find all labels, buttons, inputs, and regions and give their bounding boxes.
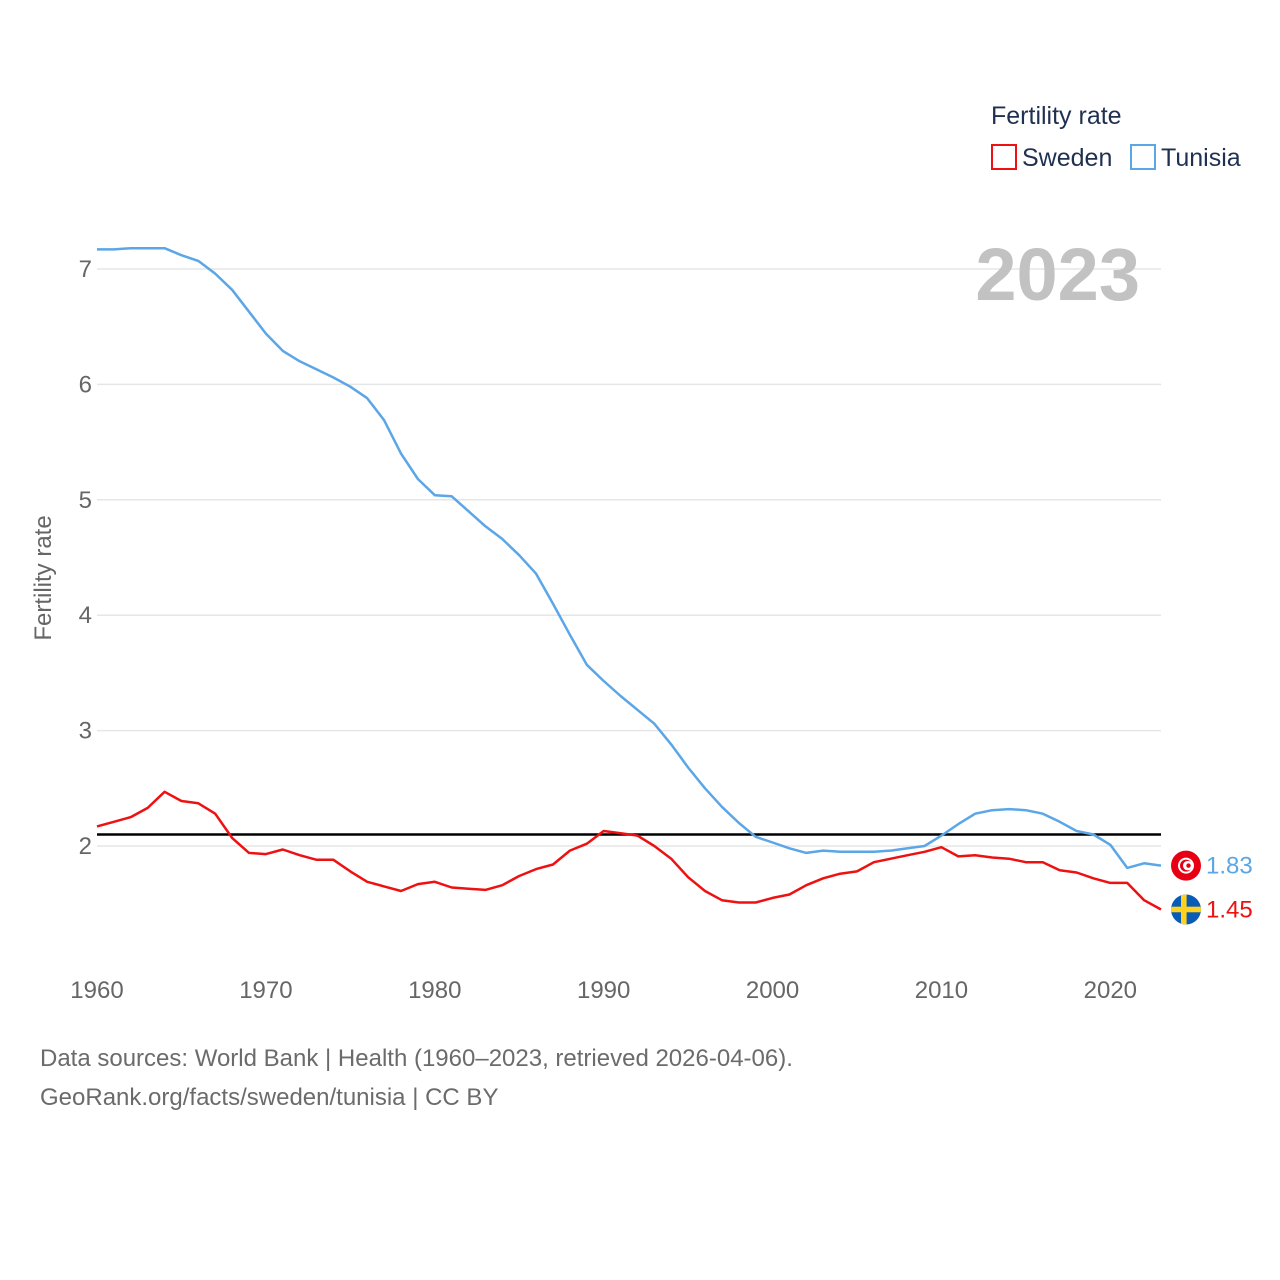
legend-title: Fertility rate <box>991 102 1122 130</box>
credit-link[interactable]: GeoRank.org/facts/sweden/tunisia | CC BY <box>40 1084 499 1111</box>
legend-swatch-tunisia <box>1130 144 1156 170</box>
year-display: 2023 <box>975 233 1140 316</box>
series-line-tunisia[interactable] <box>97 246 1162 870</box>
series-line-sweden[interactable] <box>96 790 1162 911</box>
y-tick-label: 5 <box>79 487 92 514</box>
legend-swatch-sweden <box>991 144 1017 170</box>
y-axis-ticks: 2 3 4 5 6 7 <box>79 256 92 860</box>
data-sources-text: Data sources: World Bank | Health (1960–… <box>40 1045 793 1072</box>
grid-lines <box>97 268 1161 847</box>
x-tick-label: 1980 <box>408 977 461 1004</box>
legend-label-sweden: Sweden <box>1022 144 1112 172</box>
y-tick-label: 4 <box>79 602 92 629</box>
x-tick-label: 1990 <box>577 977 630 1004</box>
x-tick-label: 2000 <box>746 977 799 1004</box>
x-axis-ticks: 1960 1970 1980 1990 2000 2010 2020 <box>70 977 1137 1004</box>
x-tick-label: 1970 <box>239 977 292 1004</box>
legend-label-tunisia: Tunisia <box>1161 144 1241 172</box>
tunisia-flag-icon <box>1171 850 1201 881</box>
legend: Fertility rate Sweden Tunisia <box>991 102 1241 172</box>
y-axis-title: Fertility rate <box>30 515 57 640</box>
legend-item-tunisia[interactable]: Tunisia <box>1130 144 1241 172</box>
sweden-end-value: 1.45 <box>1206 896 1253 923</box>
y-tick-label: 6 <box>79 371 92 398</box>
y-tick-label: 3 <box>79 718 92 745</box>
sweden-flag-icon <box>1171 894 1201 925</box>
end-markers: 1.83 1.45 <box>1171 850 1253 925</box>
legend-item-sweden[interactable]: Sweden <box>991 144 1112 172</box>
x-tick-label: 1960 <box>70 977 123 1004</box>
y-tick-label: 2 <box>79 833 92 860</box>
x-tick-label: 2010 <box>915 977 968 1004</box>
y-tick-label: 7 <box>79 256 92 283</box>
x-tick-label: 2020 <box>1084 977 1137 1004</box>
series-lines <box>96 246 1162 911</box>
tunisia-end-value: 1.83 <box>1206 853 1253 880</box>
